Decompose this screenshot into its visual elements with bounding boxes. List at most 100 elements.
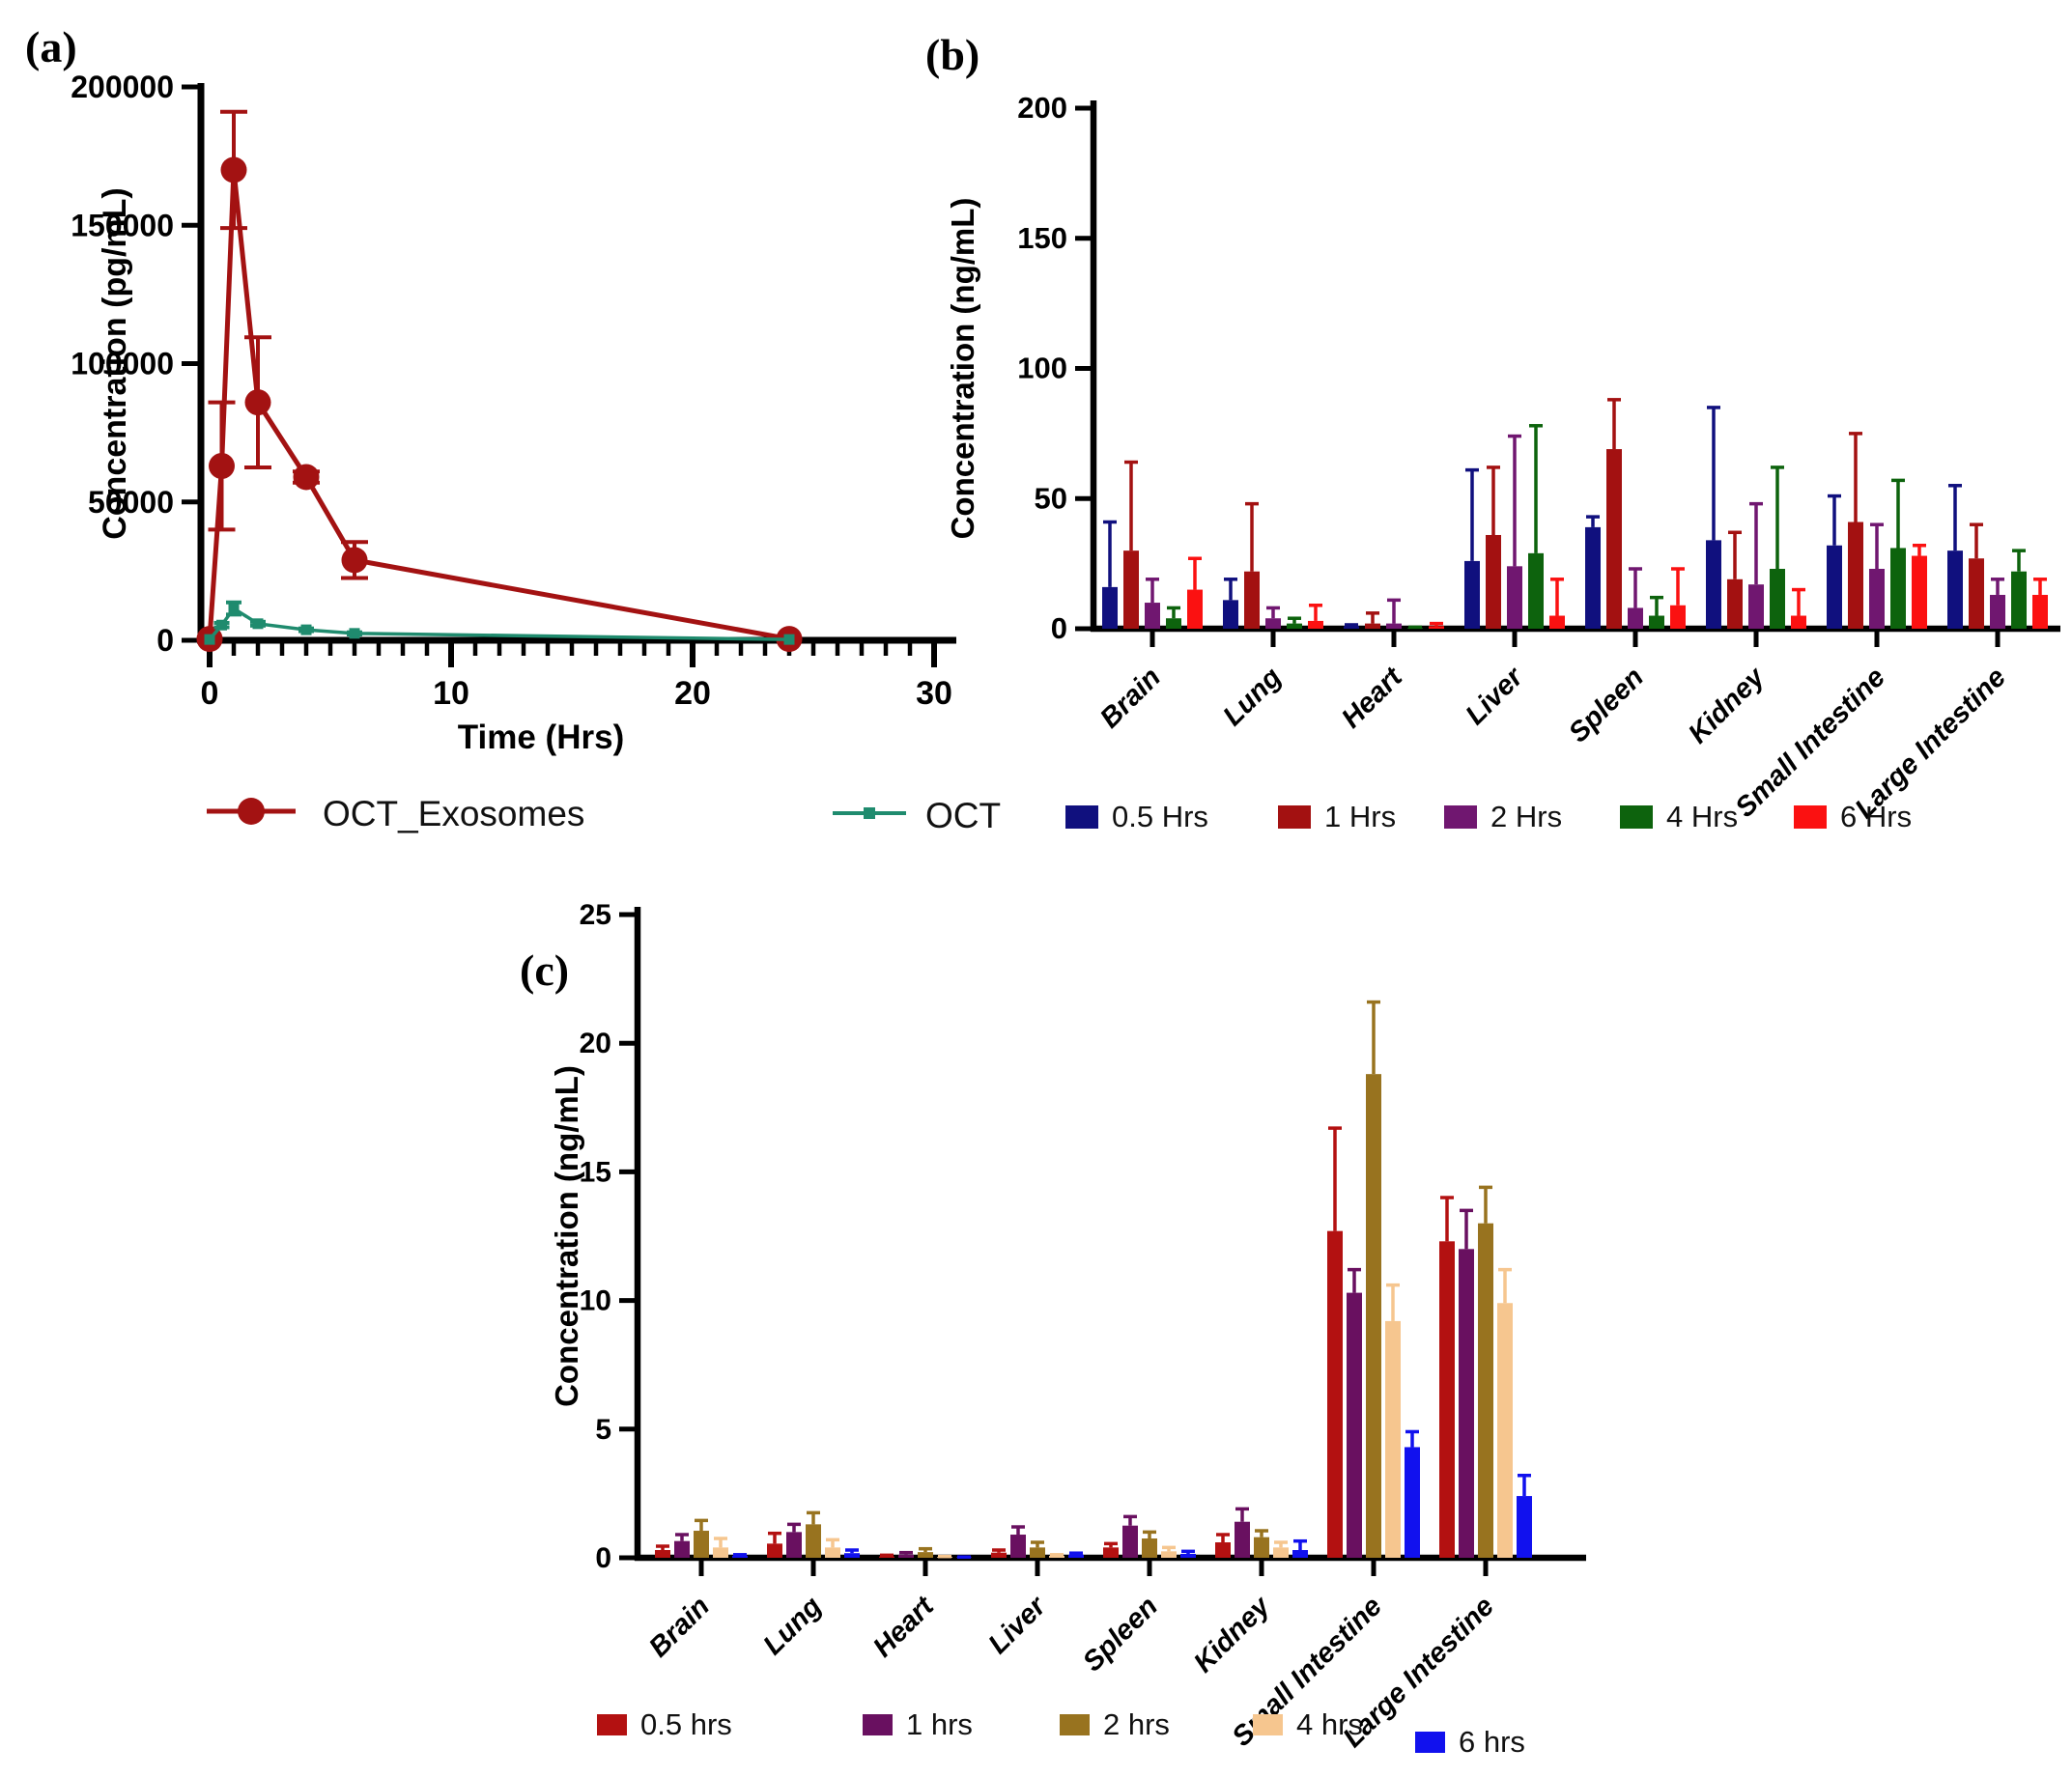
bar	[1166, 618, 1181, 629]
x-tick-label: 30	[916, 675, 952, 712]
legend-b-label-05: 0.5 Hrs	[1112, 800, 1208, 833]
color-swatch-icon	[1065, 805, 1098, 829]
y-tick-label: 200000	[71, 70, 174, 104]
panel-a-label: (a)	[25, 22, 77, 71]
bar	[991, 1552, 1007, 1558]
bar	[1068, 1554, 1084, 1558]
bar	[655, 1550, 670, 1558]
bar	[806, 1524, 821, 1558]
legend-c-label-05: 0.5 hrs	[640, 1707, 732, 1741]
color-swatch-icon	[1794, 805, 1827, 829]
bar	[1727, 578, 1743, 629]
y-tick-label: 20	[580, 1028, 611, 1059]
y-tick-label: 50000	[88, 485, 174, 520]
panel-c-label: (c)	[520, 945, 570, 995]
bar	[1235, 1521, 1250, 1558]
bar	[1507, 566, 1522, 629]
color-swatch-icon	[1444, 805, 1477, 829]
bar	[1142, 1538, 1157, 1558]
legend-b-entry-1: 1 Hrs	[1278, 800, 1396, 834]
category-label: Lung	[1217, 662, 1288, 732]
y-tick-label: 0	[1051, 611, 1067, 645]
x-tick-label: 20	[674, 675, 711, 712]
category-label: Lung	[757, 1591, 828, 1661]
bar	[1292, 1550, 1308, 1558]
category-label: Liver	[1460, 661, 1530, 731]
bar	[2032, 594, 2048, 629]
bar	[1010, 1535, 1026, 1558]
bar	[1912, 555, 1927, 629]
data-point	[244, 389, 271, 416]
bar	[1628, 607, 1643, 629]
bar	[1161, 1551, 1177, 1558]
bar	[879, 1556, 894, 1558]
y-tick-label: 50	[1035, 481, 1067, 515]
y-tick-label: 150000	[71, 208, 174, 242]
bar	[1308, 620, 1323, 629]
y-tick-label: 5	[595, 1414, 611, 1446]
category-label: Liver	[982, 1590, 1053, 1660]
legend-a-label-exosomes: OCT_Exosomes	[323, 793, 585, 833]
bar	[898, 1554, 914, 1558]
category-label: Kidney	[1683, 661, 1772, 749]
bar	[1405, 1447, 1420, 1558]
data-point	[349, 628, 360, 639]
legend-c-entry-4: 4 hrs	[1253, 1707, 1363, 1742]
y-tick-label: 0	[156, 623, 174, 658]
bar	[767, 1543, 782, 1558]
bar	[694, 1531, 709, 1558]
bar	[1254, 1537, 1269, 1558]
legend-b-entry-4: 4 Hrs	[1620, 800, 1738, 834]
legend-b-label-4: 4 Hrs	[1666, 800, 1739, 833]
bar	[786, 1532, 802, 1558]
bar	[1549, 615, 1565, 629]
legend-c-entry-2: 2 hrs	[1060, 1707, 1170, 1742]
bar	[1273, 1547, 1289, 1558]
bar	[1145, 603, 1160, 629]
category-label: Brain	[1094, 662, 1167, 734]
y-axis-title: Concentration (ng/mL)	[549, 1065, 584, 1407]
data-point	[204, 634, 215, 645]
data-point	[228, 603, 240, 614]
bar	[1386, 623, 1402, 629]
y-tick-label: 25	[580, 899, 611, 931]
bar	[1497, 1303, 1513, 1558]
x-axis-title: Time (Hrs)	[458, 719, 624, 756]
bar	[1791, 615, 1806, 629]
data-point	[252, 618, 264, 630]
color-swatch-icon	[1620, 805, 1653, 829]
bar	[1344, 626, 1359, 629]
color-swatch-icon	[1415, 1732, 1445, 1753]
bar	[732, 1555, 748, 1558]
circle-line-marker-icon	[203, 788, 309, 839]
bar	[1102, 586, 1118, 629]
bar	[1244, 571, 1260, 629]
bar	[1990, 594, 2005, 629]
bar	[1365, 623, 1380, 629]
bar	[1385, 1320, 1401, 1558]
y-axis-title: Concentration (pg/mL)	[97, 187, 133, 540]
data-point	[220, 156, 247, 183]
legend-b-label-6: 6 Hrs	[1840, 800, 1913, 833]
y-axis-title: Concentration (ng/mL)	[945, 198, 980, 540]
bar	[1459, 1249, 1474, 1558]
x-tick-label: 0	[201, 675, 219, 712]
bar	[1429, 626, 1444, 629]
bar	[1223, 600, 1238, 629]
color-swatch-icon	[1060, 1714, 1090, 1735]
color-swatch-icon	[1253, 1714, 1283, 1735]
data-point	[209, 453, 235, 480]
legend-c-entry-6: 6 hrs	[1415, 1725, 1525, 1760]
bar	[1366, 1074, 1381, 1558]
bar	[1585, 526, 1601, 629]
bar	[1969, 558, 1984, 629]
bar	[1180, 1554, 1196, 1558]
bar	[2011, 571, 2027, 629]
bar	[1670, 605, 1686, 629]
legend-c-entry-1: 1 hrs	[863, 1707, 973, 1742]
bar	[1706, 540, 1721, 629]
bar	[1187, 589, 1203, 629]
bar	[1748, 584, 1764, 629]
legend-b-label-2: 2 Hrs	[1490, 800, 1563, 833]
